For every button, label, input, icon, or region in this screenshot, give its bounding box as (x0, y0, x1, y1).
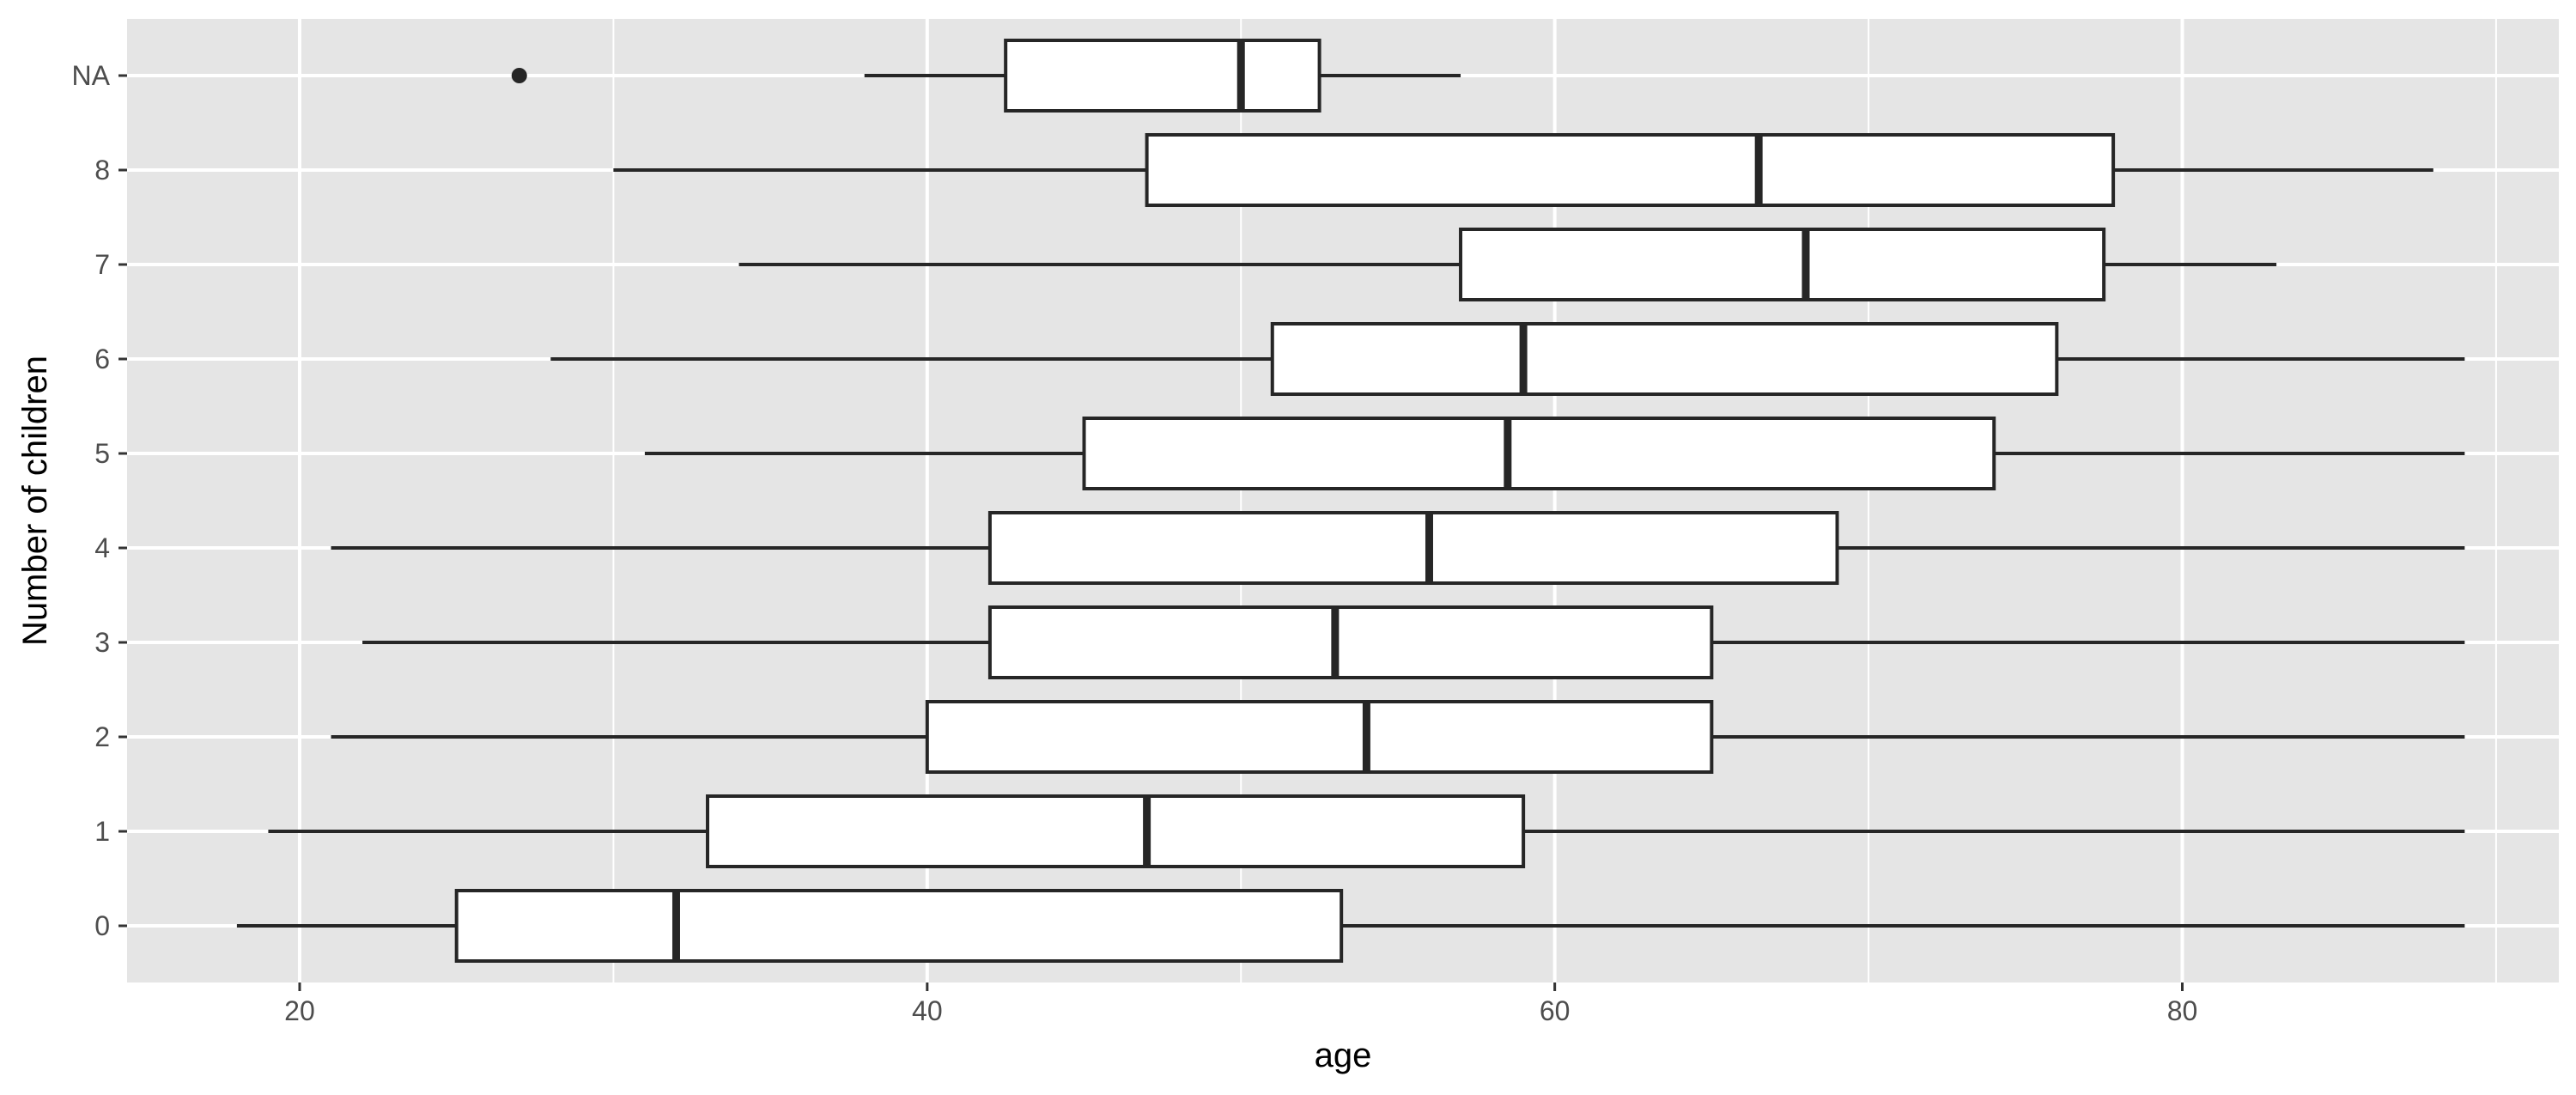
box-iqr (1270, 322, 2059, 396)
box-group-0 (236, 889, 2465, 963)
box-group-2 (331, 700, 2465, 774)
box-series (236, 39, 2465, 963)
y-tick-label: 3 (94, 627, 110, 658)
box-iqr (1145, 133, 2116, 207)
box-group-8 (613, 133, 2433, 207)
box-group-1 (268, 794, 2465, 868)
y-tick-label: 6 (94, 344, 110, 374)
box-group-7 (738, 228, 2277, 301)
y-tick-label: 5 (94, 438, 110, 469)
x-tick-label: 80 (2167, 995, 2198, 1026)
box-group-6 (550, 322, 2465, 396)
box-iqr (987, 605, 1714, 679)
box-group-3 (362, 605, 2465, 679)
box-iqr (987, 511, 1839, 585)
y-axis: 0 1 2 3 4 5 6 7 8 NA (72, 60, 127, 941)
y-tick-label: 7 (94, 249, 110, 280)
y-axis-title: Number of children (16, 356, 54, 646)
box-iqr (706, 794, 1526, 868)
box-iqr (1459, 228, 2106, 301)
y-tick-label: 8 (94, 155, 110, 186)
x-axis: 20 40 60 80 (284, 982, 2197, 1026)
x-tick-label: 60 (1540, 995, 1571, 1026)
x-axis-title: age (1315, 1037, 1372, 1074)
x-tick-label: 40 (912, 995, 943, 1026)
box-group-5 (644, 417, 2465, 490)
y-tick-label: 1 (94, 816, 110, 847)
box-group-NA (511, 39, 1461, 113)
box-iqr (1082, 417, 1996, 490)
y-tick-label: 2 (94, 721, 110, 752)
y-tick-label: 0 (94, 910, 110, 941)
y-tick-label: 4 (94, 532, 110, 563)
box-iqr (454, 889, 1344, 963)
box-iqr (925, 700, 1714, 774)
outlier-point (511, 68, 527, 83)
box-iqr (1004, 39, 1321, 113)
x-tick-label: 20 (284, 995, 315, 1026)
y-tick-label: NA (72, 60, 111, 91)
box-group-4 (331, 511, 2465, 585)
